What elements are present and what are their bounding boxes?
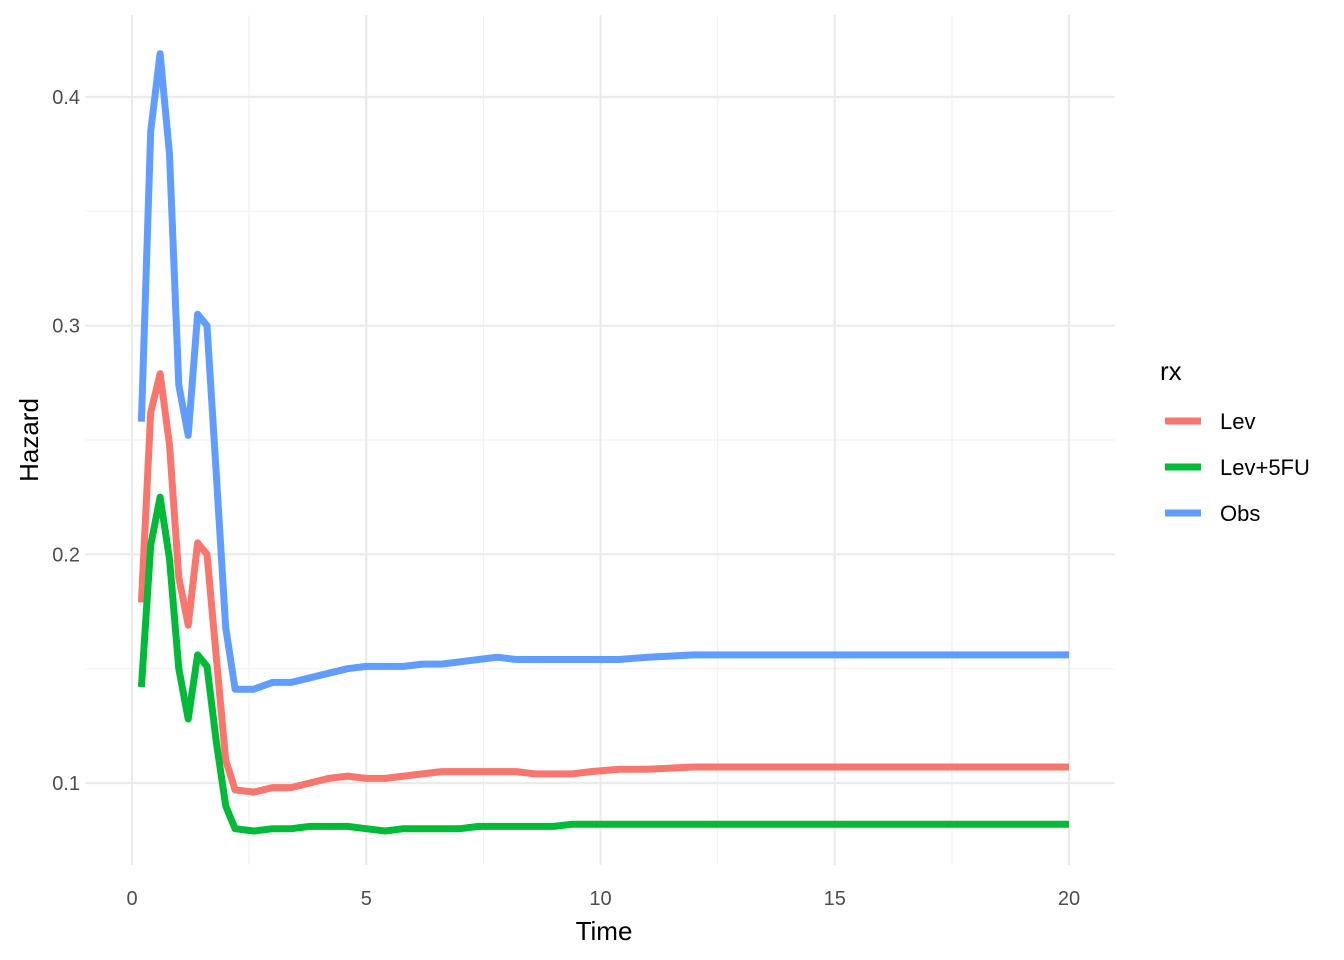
y-axis-title: Hazard <box>14 398 44 482</box>
x-tick-label: 20 <box>1058 888 1080 910</box>
series-line-lev-5fu <box>137 493 1069 835</box>
x-tick-label: 5 <box>361 888 372 910</box>
x-axis-title: Time <box>576 916 633 946</box>
x-tick-label: 15 <box>824 888 846 910</box>
x-axis-ticks: 0 5 10 15 20 <box>126 888 1080 910</box>
legend: rx Lev Lev+5FU Obs <box>1160 356 1310 526</box>
grid <box>85 15 1115 865</box>
y-tick-label: 0.2 <box>52 544 80 566</box>
y-tick-label: 0.4 <box>52 87 80 109</box>
legend-label-lev-5fu: Lev+5FU <box>1220 455 1310 480</box>
x-tick-label: 0 <box>126 888 137 910</box>
y-tick-label: 0.1 <box>52 773 80 795</box>
y-axis-ticks: 0.1 0.2 0.3 0.4 <box>52 87 80 795</box>
series-line-obs <box>137 50 1069 693</box>
legend-label-obs: Obs <box>1220 501 1260 526</box>
series-lines <box>137 50 1069 835</box>
series-line-lev <box>137 370 1069 796</box>
legend-label-lev: Lev <box>1220 409 1255 434</box>
y-tick-label: 0.3 <box>52 316 80 338</box>
legend-title: rx <box>1160 356 1182 386</box>
x-tick-label: 10 <box>589 888 611 910</box>
